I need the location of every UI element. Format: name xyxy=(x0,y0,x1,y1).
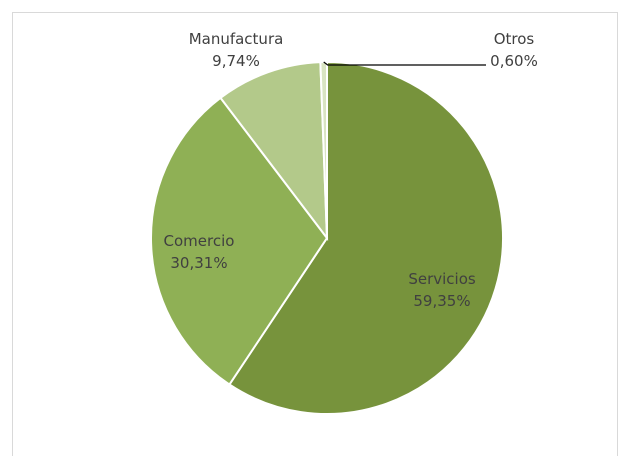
leader-line-otros xyxy=(323,61,487,66)
slice-label-servicios: Servicios xyxy=(408,270,476,288)
slice-value-label-manufactura: 9,74% xyxy=(212,52,260,70)
slice-value-label-otros: 0,60% xyxy=(490,52,538,70)
slice-value-label-comercio: 30,31% xyxy=(170,254,227,272)
slice-value-label-servicios: 59,35% xyxy=(413,292,470,310)
slice-label-otros: Otros xyxy=(494,30,535,48)
pie-slice-manufactura xyxy=(219,61,329,242)
slice-label-comercio: Comercio xyxy=(164,232,235,250)
pie-slice-comercio xyxy=(150,96,329,386)
pie-slice-servicios xyxy=(228,60,504,415)
slice-label-manufactura: Manufactura xyxy=(189,30,284,48)
